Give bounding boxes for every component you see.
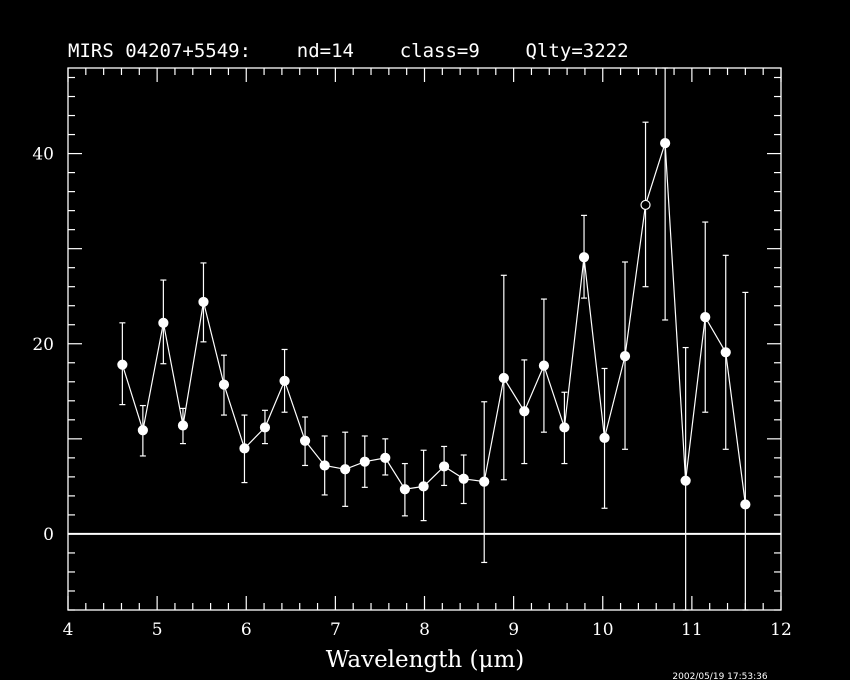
x-tick-label: 9 — [508, 620, 519, 640]
x-tick-label: 5 — [152, 620, 163, 640]
data-point — [359, 456, 370, 467]
data-point — [538, 360, 550, 371]
data-point — [158, 317, 169, 328]
data-point — [399, 484, 410, 495]
data-point — [479, 476, 490, 487]
data-point — [700, 312, 711, 323]
data-point — [137, 425, 148, 436]
x-axis-label: Wavelength (μm) — [326, 647, 525, 673]
x-tick-label: 7 — [330, 620, 341, 640]
data-point — [259, 422, 271, 433]
x-tick-label: 10 — [592, 620, 614, 640]
data-point — [299, 435, 311, 446]
y-tick-label: 20 — [32, 335, 54, 355]
data-point — [599, 432, 610, 443]
plot-frame — [67, 67, 782, 611]
chart-title: MIRS 04207+5549: nd=14 class=9 Qlty=3222 — [68, 40, 629, 62]
data-point — [519, 406, 530, 417]
x-tick-label: 8 — [419, 620, 430, 640]
data-point — [439, 461, 450, 472]
data-point — [578, 252, 590, 263]
axes-layer: 4 5 6 7 8 9 10 11 12 0 20 40 — [32, 67, 792, 640]
x-tick-label: 6 — [241, 620, 252, 640]
timestamp: 2002/05/19 17:53:36 — [672, 672, 767, 680]
x-tick-label: 12 — [770, 620, 792, 640]
data-point — [177, 420, 189, 431]
data-point — [720, 347, 731, 358]
x-tick-label: 11 — [681, 620, 703, 640]
data-point — [458, 473, 469, 484]
data-point — [660, 138, 671, 149]
data-point — [559, 422, 570, 433]
data-point — [239, 443, 250, 454]
y-tick-label: 0 — [43, 525, 54, 545]
data-point — [498, 372, 509, 384]
data-layer — [117, 67, 751, 611]
data-point — [340, 464, 351, 475]
data-point — [380, 452, 391, 463]
data-point — [319, 460, 330, 471]
data-point — [198, 296, 209, 308]
data-point — [218, 379, 230, 390]
data-point — [680, 475, 691, 486]
data-point — [418, 481, 429, 492]
series-line — [121, 142, 746, 505]
data-point — [740, 499, 751, 510]
data-point — [279, 375, 290, 386]
data-point — [117, 359, 128, 370]
y-tick-label: 40 — [32, 145, 54, 165]
x-tick-label: 4 — [63, 620, 74, 640]
data-point — [619, 351, 631, 362]
data-point — [640, 199, 651, 211]
